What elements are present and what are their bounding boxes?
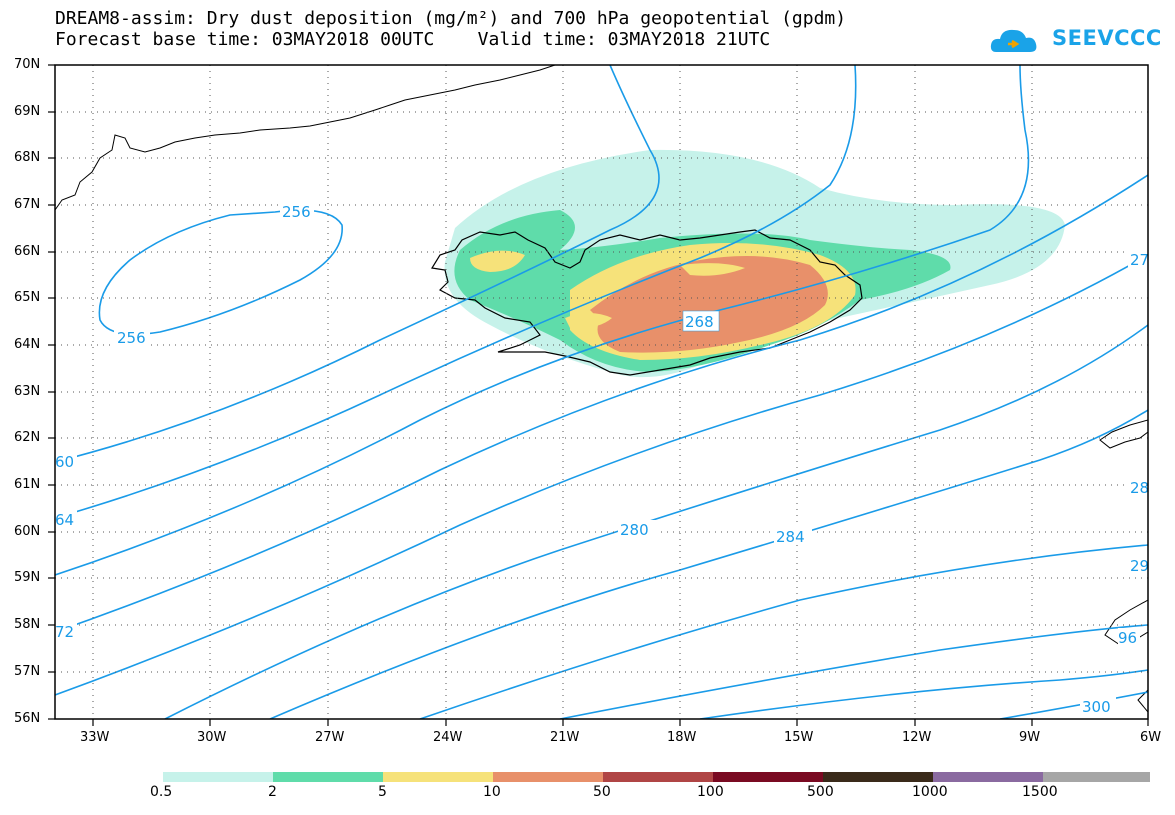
graticule [55, 65, 1148, 719]
lon-label: 24W [433, 730, 463, 745]
lat-label: 65N [14, 290, 41, 305]
lon-label: 21W [550, 730, 580, 745]
colorbar-swatch [713, 772, 823, 782]
lon-label: 27W [315, 730, 345, 745]
colorbar-label: 2 [268, 784, 277, 800]
svg-text:284: 284 [776, 528, 805, 546]
logo-text: SEEVCCC [1052, 26, 1162, 50]
map-title: DREAM8-assim: Dry dust deposition (mg/m²… [55, 8, 847, 29]
colorbar-swatch [493, 772, 603, 782]
svg-text:27: 27 [1130, 251, 1149, 269]
svg-text:29: 29 [1130, 557, 1149, 575]
svg-text:268: 268 [685, 313, 714, 331]
svg-text:256: 256 [282, 203, 311, 221]
lat-label: 58N [14, 617, 41, 632]
iceland-coastline [431, 229, 863, 376]
lat-label: 67N [14, 197, 41, 212]
colorbar-label: 0.5 [150, 784, 173, 800]
lon-label: 6W [1140, 730, 1162, 745]
lat-label: 68N [14, 150, 41, 165]
lon-label: 33W [80, 730, 110, 745]
colorbar-label: 5 [378, 784, 387, 800]
colorbar-swatch [933, 772, 1043, 782]
lon-label: 30W [197, 730, 227, 745]
colorbar-label: 100 [697, 784, 724, 800]
colorbar-swatch [273, 772, 383, 782]
cloud-icon [990, 29, 1037, 52]
map-subtitle: Forecast base time: 03MAY2018 00UTC Vali… [55, 29, 771, 50]
lon-label: 12W [902, 730, 932, 745]
colorbar-label: 50 [593, 784, 611, 800]
lat-label: 57N [14, 664, 41, 679]
lat-label: 56N [14, 711, 41, 726]
contour-labels: 256 256 268 280 284 60 64 72 27 28 29 30… [55, 202, 1149, 716]
lat-label: 70N [14, 57, 41, 72]
greenland-coastline [55, 65, 556, 211]
colorbar-swatch [1043, 772, 1150, 782]
lat-label: 64N [14, 337, 41, 352]
colorbar-label: 10 [483, 784, 501, 800]
lat-label: 62N [14, 430, 41, 445]
lat-label: 59N [14, 570, 41, 585]
lat-label: 61N [14, 477, 41, 492]
lon-label: 18W [667, 730, 697, 745]
colorbar-swatch [603, 772, 713, 782]
colorbar-swatch [823, 772, 933, 782]
colorbar-swatch [383, 772, 493, 782]
svg-text:96: 96 [1118, 629, 1137, 647]
svg-text:256: 256 [117, 329, 146, 347]
colorbar [163, 772, 1150, 782]
lon-label: 9W [1019, 730, 1041, 745]
lat-label: 66N [14, 244, 41, 259]
svg-text:280: 280 [620, 521, 649, 539]
svg-text:300: 300 [1082, 698, 1111, 716]
svg-text:28: 28 [1130, 479, 1149, 497]
lat-label: 60N [14, 524, 41, 539]
colorbar-swatch [163, 772, 273, 782]
lon-label: 15W [784, 730, 814, 745]
lat-label: 69N [14, 104, 41, 119]
svg-text:64: 64 [55, 511, 74, 529]
svg-text:72: 72 [55, 623, 74, 641]
colorbar-label: 500 [807, 784, 834, 800]
svg-text:60: 60 [55, 453, 74, 471]
colorbar-label: 1500 [1022, 784, 1058, 800]
lat-label: 63N [14, 384, 41, 399]
dust-deposition-field [444, 149, 1066, 378]
colorbar-label: 1000 [912, 784, 948, 800]
